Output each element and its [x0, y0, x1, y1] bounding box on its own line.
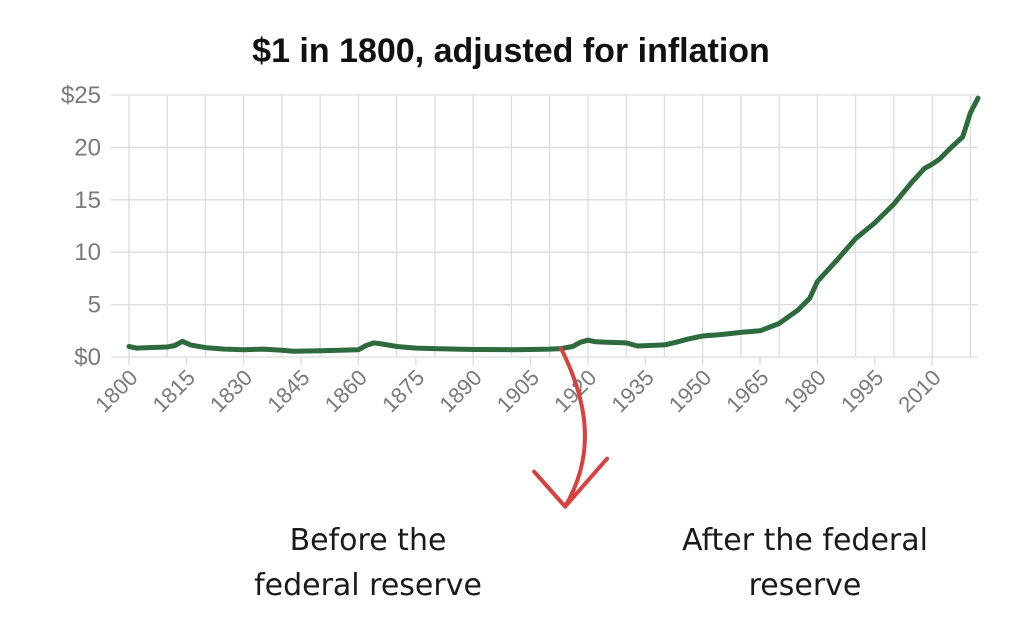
x-axis-ticks: 1800 1815 1830 1845 1860 1875 1890 1905 1920 1935… — [90, 365, 945, 417]
y-tick-label-10: 10 — [74, 239, 101, 266]
x-tick-label-1830: 1830 — [205, 365, 257, 417]
x-tick-label-1890: 1890 — [434, 365, 486, 417]
y-tick-label-20: 20 — [74, 134, 101, 161]
x-gridlines — [128, 95, 972, 365]
annotation-before-line2: federal reserve — [254, 568, 482, 603]
x-tick-label-1950: 1950 — [664, 365, 716, 417]
annotation-before-line1: Before the — [290, 523, 447, 558]
x-tick-label-2010: 2010 — [893, 365, 945, 417]
y-tick-label-5: 5 — [88, 292, 101, 319]
series-line-dollar-value — [126, 95, 981, 354]
y-gridlines — [111, 94, 978, 358]
y-tick-label-25: $25 — [61, 82, 101, 109]
x-tick-label-1965: 1965 — [721, 365, 773, 417]
annotation-after-line1: After the federal — [682, 523, 928, 558]
annotation-after-line2: reserve — [749, 568, 862, 603]
x-tick-label-1995: 1995 — [836, 365, 888, 417]
federal-reserve-arrow — [532, 346, 610, 509]
x-tick-label-1875: 1875 — [377, 365, 429, 417]
x-tick-label-1815: 1815 — [148, 365, 200, 417]
x-tick-label-1980: 1980 — [779, 365, 831, 417]
x-tick-label-1920: 1920 — [549, 365, 601, 417]
y-tick-label-0: $0 — [74, 344, 101, 371]
x-tick-label-1860: 1860 — [320, 365, 372, 417]
x-tick-label-1845: 1845 — [262, 365, 314, 417]
chart-title: $1 in 1800, adjusted for inflation — [252, 32, 770, 70]
y-tick-label-15: 15 — [74, 187, 101, 214]
y-axis-ticks: $0 5 10 15 20 $25 — [61, 82, 101, 371]
x-tick-label-1935: 1935 — [607, 365, 659, 417]
x-tick-label-1800: 1800 — [90, 365, 142, 417]
x-tick-label-1905: 1905 — [492, 365, 544, 417]
